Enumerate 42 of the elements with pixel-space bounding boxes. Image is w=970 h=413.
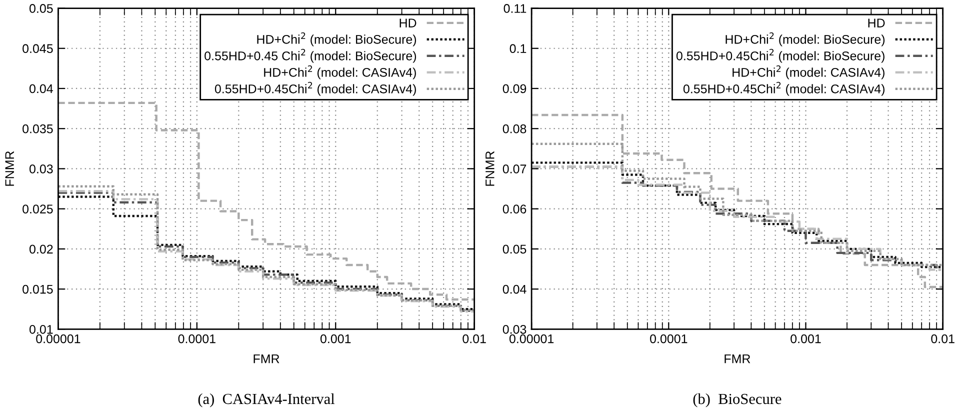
y-tick-label: 0.04 <box>30 84 53 94</box>
x-tick-label: 0.001 <box>320 334 351 344</box>
x-tick-label: 0.00001 <box>36 334 80 344</box>
y-tick-label: 0.11 <box>504 4 526 13</box>
y-tick-label: 0.1 <box>510 44 526 54</box>
y-tick-label: 0.07 <box>502 164 526 174</box>
y-tick-label: 0.05 <box>502 244 526 254</box>
legend-label: 0.55HD+0.45 Chi$^{2}$ (model: BioSecure) <box>204 48 416 63</box>
legend-label: HD+Chi$^{2}$ (model: BioSecure) <box>257 32 416 46</box>
y-tick-label: 0.035 <box>22 124 53 134</box>
y-axis-title: FNMR <box>5 151 14 186</box>
legend-label: HD <box>868 18 885 28</box>
x-tick-label: 0.01 <box>462 334 486 344</box>
legend-label: 0.55HD+0.45Chi$^{2}$ (model: BioSecure) <box>676 48 884 63</box>
y-tick-label: 0.045 <box>22 44 53 54</box>
y-tick-label: 0.02 <box>30 244 53 254</box>
text: (a) CASIAv4-Interval <box>198 393 335 408</box>
text: (b) BioSecure <box>693 393 782 408</box>
y-tick-label: 0.05 <box>30 4 53 13</box>
legend-label: HD+Chi$^{2}$ (model: BioSecure) <box>726 32 885 46</box>
legend-label: HD+Chi$^{2}$ (model: CASIAv4) <box>264 65 416 80</box>
legend-label: 0.55HD+0.45Chi$^{2}$ (model: CASIAv4) <box>683 82 884 96</box>
legend-label: 0.55HD+0.45Chi$^{2}$ (model: CASIAv4) <box>214 82 416 96</box>
x-tick-label: 0.001 <box>790 334 821 344</box>
x-axis-title: FMR <box>724 354 750 364</box>
y-tick-label: 0.09 <box>502 84 526 94</box>
y-tick-label: 0.08 <box>502 124 526 134</box>
x-tick-label: 0.0001 <box>178 334 216 344</box>
x-tick-label: 0.0001 <box>650 334 688 344</box>
legend-label: HD <box>400 18 416 28</box>
legend-label: HD+Chi$^{2}$ (model: CASIAv4) <box>732 65 884 80</box>
y-tick-label: 0.03 <box>502 324 526 334</box>
y-tick-label: 0.015 <box>22 284 53 294</box>
y-tick-label: 0.025 <box>22 204 53 214</box>
y-tick-label: 0.01 <box>30 324 53 334</box>
x-axis-title: FMR <box>254 354 280 364</box>
y-tick-label: 0.06 <box>502 204 526 214</box>
y-tick-label: 0.03 <box>30 164 53 174</box>
y-tick-label: 0.04 <box>502 284 526 294</box>
x-tick-label: 0.00001 <box>509 334 554 344</box>
y-axis-title: FNMR <box>486 151 494 186</box>
x-tick-label: 0.01 <box>931 334 954 344</box>
